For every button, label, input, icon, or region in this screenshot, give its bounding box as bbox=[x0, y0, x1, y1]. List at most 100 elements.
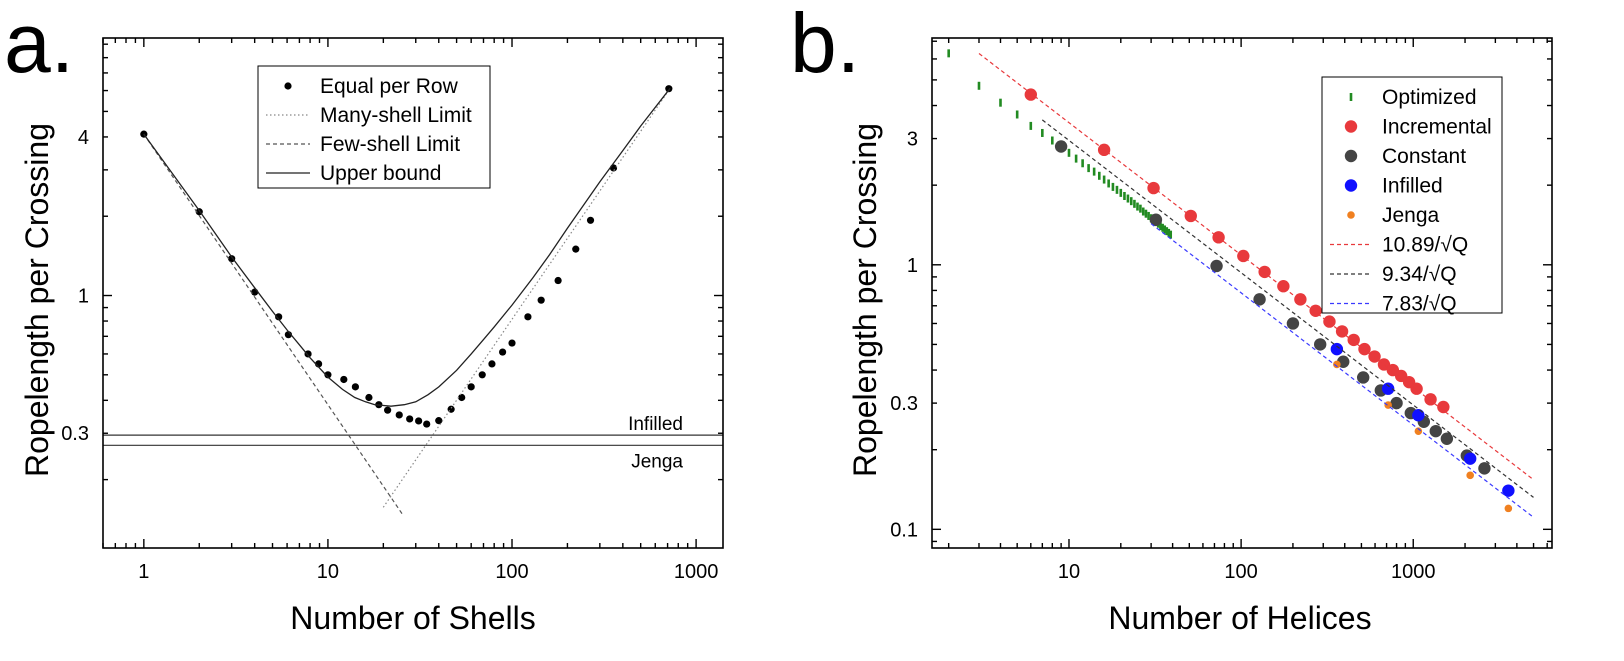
legend-label-incremental: Incremental bbox=[1382, 116, 1492, 139]
data-point-incremental bbox=[1323, 315, 1336, 328]
data-point-optimized bbox=[1015, 110, 1019, 119]
data-point-equal-per-row bbox=[435, 417, 443, 425]
data-point-equal-per-row bbox=[275, 313, 283, 321]
x-tick-label: 1 bbox=[138, 561, 149, 583]
data-point-equal-per-row bbox=[478, 371, 486, 379]
data-point-infilled bbox=[1463, 452, 1477, 465]
data-point-optimized bbox=[999, 98, 1002, 107]
data-point-constant bbox=[1253, 293, 1266, 306]
data-point-incremental bbox=[1410, 382, 1423, 395]
data-point-optimized bbox=[1129, 197, 1133, 206]
data-point-optimized bbox=[1167, 228, 1171, 237]
data-point-equal-per-row bbox=[324, 371, 332, 379]
panel-b-y-axis-title: Ropelength per Crossing bbox=[847, 123, 883, 477]
data-point-optimized bbox=[1067, 148, 1071, 157]
data-point-incremental bbox=[1424, 393, 1437, 406]
data-point-equal-per-row bbox=[609, 164, 618, 172]
legend-label-equal-per-row: Equal per Row bbox=[320, 75, 459, 98]
legend-label-7-83-q: 7.83/√Q bbox=[1382, 293, 1457, 316]
legend-label-9-34-q: 9.34/√Q bbox=[1382, 263, 1457, 286]
data-point-optimized bbox=[1041, 128, 1044, 137]
x-tick-label: 10 bbox=[317, 561, 339, 583]
data-point-optimized bbox=[1087, 164, 1090, 173]
data-point-infilled bbox=[1381, 382, 1395, 395]
data-point-optimized bbox=[1074, 154, 1078, 163]
legend-label-many-shell-limit: Many-shell Limit bbox=[320, 104, 472, 127]
legend-label-infilled: Infilled bbox=[1382, 175, 1443, 198]
legend-label-10-89-q: 10.89/√Q bbox=[1382, 234, 1468, 257]
data-point-equal-per-row bbox=[508, 339, 516, 347]
y-tick-label: 1 bbox=[907, 255, 918, 277]
data-point-constant bbox=[1149, 213, 1163, 226]
panel-b-legend: Optimized Incremental Constant Infilled Jeng… bbox=[1321, 76, 1503, 316]
panel-b-plot-area bbox=[947, 49, 1534, 518]
data-point-optimized bbox=[1141, 207, 1145, 216]
data-point-constant bbox=[1440, 432, 1454, 445]
data-point-equal-per-row bbox=[365, 393, 373, 402]
data-point-optimized bbox=[1161, 223, 1164, 232]
data-point-constant bbox=[1390, 396, 1403, 410]
data-point-incremental bbox=[1294, 293, 1307, 306]
legend-box bbox=[257, 65, 491, 189]
data-point-constant bbox=[1429, 424, 1442, 438]
data-point-equal-per-row bbox=[415, 417, 423, 425]
y-tick-label: 1 bbox=[78, 286, 89, 308]
legend-swatch-infilled bbox=[1344, 179, 1358, 192]
data-point-constant bbox=[1356, 371, 1370, 384]
series-line-9-34-q bbox=[1041, 119, 1534, 498]
data-point-jenga bbox=[1414, 427, 1423, 435]
series-line-7-83-q bbox=[1150, 223, 1534, 518]
data-point-equal-per-row bbox=[458, 393, 466, 402]
panel-a-y-axis-title: Ropelength per Crossing bbox=[19, 123, 55, 477]
data-point-equal-per-row bbox=[586, 216, 595, 224]
x-tick-label: 10 bbox=[1058, 561, 1080, 583]
data-point-equal-per-row bbox=[488, 360, 496, 368]
data-point-constant bbox=[1478, 462, 1491, 475]
panel-b-x-axis-title: Number of Helices bbox=[1108, 600, 1371, 636]
data-point-jenga bbox=[1504, 504, 1513, 513]
data-point-optimized bbox=[1139, 204, 1142, 213]
data-point-jenga bbox=[1333, 360, 1341, 369]
data-point-equal-per-row bbox=[340, 375, 348, 384]
data-point-optimized bbox=[1126, 194, 1130, 203]
panel-b-ticks: 10 100 1000 0.1 0.3 1 3 bbox=[890, 38, 1552, 583]
data-point-infilled bbox=[1330, 342, 1344, 356]
series-line-few-shell-limit bbox=[143, 133, 404, 516]
panel-a-label: a. bbox=[4, 0, 74, 90]
data-point-incremental bbox=[1277, 280, 1290, 293]
panel-a-legend: Equal per Row Many-shell Limit Few-shell L… bbox=[257, 65, 491, 189]
panel-a-ticks: 1 10 100 1000 0.3 1 4 bbox=[61, 38, 723, 583]
data-point-infilled bbox=[1502, 484, 1515, 497]
data-point-optimized bbox=[1102, 175, 1106, 184]
data-point-incremental bbox=[1368, 350, 1381, 363]
data-point-optimized bbox=[1119, 188, 1123, 197]
data-point-optimized bbox=[1029, 121, 1033, 130]
data-point-optimized bbox=[947, 49, 950, 58]
legend-swatch-jenga bbox=[1347, 211, 1355, 219]
data-point-equal-per-row bbox=[406, 415, 414, 423]
x-tick-label: 100 bbox=[495, 561, 528, 583]
data-point-equal-per-row bbox=[665, 85, 673, 93]
legend-label-optimized: Optimized bbox=[1382, 86, 1477, 109]
legend-label-upper-bound: Upper bound bbox=[320, 162, 441, 185]
series-line-many-shell-limit bbox=[382, 87, 671, 508]
data-point-equal-per-row bbox=[524, 313, 532, 321]
legend-swatch-equal-per-row bbox=[284, 82, 292, 90]
x-tick-label: 1000 bbox=[674, 561, 719, 583]
data-point-optimized bbox=[1092, 167, 1096, 176]
y-tick-label: 0.3 bbox=[890, 393, 918, 415]
data-point-incremental bbox=[1437, 400, 1450, 414]
data-point-equal-per-row bbox=[395, 411, 403, 419]
x-tick-label: 1000 bbox=[1391, 561, 1436, 583]
x-tick-label: 100 bbox=[1224, 561, 1257, 583]
data-point-optimized bbox=[1097, 171, 1101, 180]
data-point-constant bbox=[1210, 259, 1223, 273]
legend-label-constant: Constant bbox=[1382, 145, 1466, 168]
data-point-optimized bbox=[1107, 179, 1110, 188]
data-point-equal-per-row bbox=[537, 296, 545, 304]
data-point-incremental bbox=[1024, 88, 1038, 101]
series-line-upper-bound bbox=[143, 87, 671, 407]
data-point-incremental bbox=[1335, 325, 1349, 338]
legend-label-jenga: Jenga bbox=[1382, 204, 1440, 227]
